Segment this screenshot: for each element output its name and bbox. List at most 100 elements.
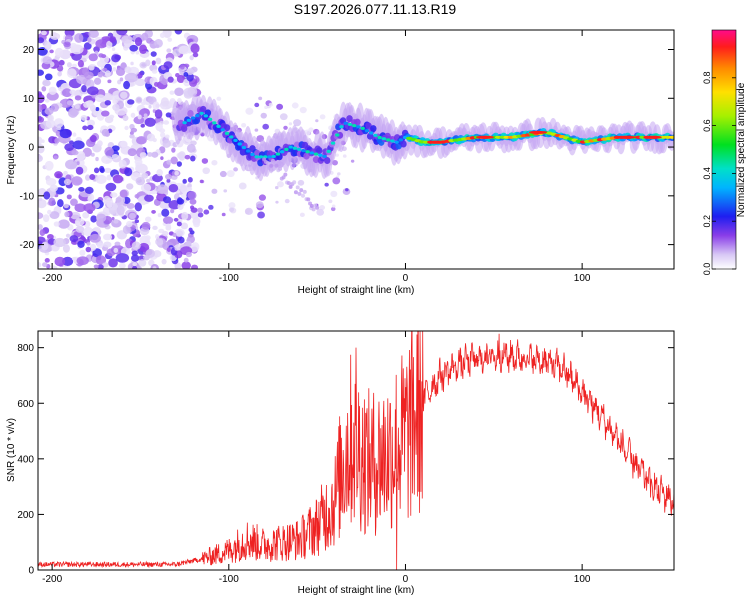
ridge-core [279, 150, 285, 154]
noise-blob [141, 200, 146, 206]
noise-blob [137, 114, 142, 120]
noise-blob [110, 192, 118, 198]
noise-blob [104, 146, 114, 157]
noise-blob [85, 174, 91, 181]
noise-blob [151, 60, 156, 66]
noise-blob [134, 37, 143, 47]
noise-blob [76, 151, 86, 161]
noise-blob [176, 198, 185, 205]
noise-blob [98, 53, 104, 58]
noise-blob [61, 88, 72, 98]
noise-blob [88, 53, 98, 62]
noise-blob [264, 105, 268, 110]
ridge-core [668, 135, 674, 139]
ridge-core [398, 138, 404, 142]
noise-blob [46, 233, 54, 240]
noise-blob [155, 57, 162, 65]
noise-blob [38, 262, 42, 268]
noise-blob [174, 246, 180, 251]
noise-blob [81, 85, 87, 93]
noise-blob [203, 209, 210, 215]
noise-blob [70, 42, 77, 48]
ridge-cell [324, 156, 331, 164]
noise-blob [208, 204, 214, 210]
noise-blob [161, 77, 168, 86]
noise-blob [319, 204, 326, 211]
ridge-core [186, 118, 192, 122]
noise-blob [119, 77, 124, 82]
ridge-core [224, 131, 230, 136]
noise-blob [202, 167, 210, 175]
noise-blob [38, 155, 42, 160]
noise-blob [156, 169, 163, 177]
noise-blob [54, 137, 60, 144]
noise-blob [177, 203, 184, 211]
ridge-cell [223, 124, 231, 132]
noise-blob [76, 256, 89, 266]
noise-blob [241, 122, 247, 128]
noise-blob [284, 198, 290, 204]
snr-xtick-label: 100 [574, 574, 591, 585]
noise-blob [47, 209, 52, 215]
ridge-core [195, 114, 200, 118]
noise-blob [111, 54, 121, 63]
noise-blob [95, 255, 107, 266]
noise-blob [175, 230, 183, 237]
noise-blob [175, 72, 180, 78]
noise-blob [74, 103, 80, 110]
noise-blob [295, 185, 300, 190]
ridge-core [229, 135, 234, 139]
noise-blob [190, 43, 200, 54]
noise-blob [45, 98, 50, 103]
noise-blob [150, 51, 157, 57]
noise-blob [57, 199, 64, 208]
noise-blob [74, 203, 86, 213]
noise-blob [108, 258, 118, 268]
noise-blob [155, 44, 160, 49]
noise-blob [182, 178, 187, 184]
ridge-core [390, 139, 395, 143]
noise-blob [350, 159, 355, 163]
noise-blob [88, 64, 95, 71]
noise-blob [66, 68, 77, 79]
noise-blob [275, 200, 279, 204]
noise-blob [254, 102, 260, 108]
ridge-cell [187, 110, 194, 118]
noise-blob [74, 33, 84, 43]
spectrogram-ytick-label: -20 [20, 240, 35, 251]
ridge-core [364, 129, 370, 133]
noise-blob [58, 86, 64, 92]
noise-blob [46, 91, 59, 101]
noise-blob [57, 219, 70, 229]
noise-blob [223, 189, 228, 193]
noise-blob [309, 204, 314, 209]
noise-blob [99, 167, 105, 174]
ridge-core [373, 133, 378, 137]
noise-blob [111, 145, 120, 152]
noise-blob [44, 107, 54, 115]
noise-blob [107, 79, 112, 84]
noise-blob [155, 234, 160, 240]
spectrogram-ytick-label: -10 [20, 191, 35, 202]
noise-blob [75, 166, 84, 175]
noise-blob [45, 119, 56, 129]
noise-blob [283, 125, 288, 130]
noise-blob [58, 59, 65, 66]
noise-blob [163, 120, 170, 125]
spectrogram-xtick-label: -200 [42, 273, 62, 284]
noise-blob [185, 241, 192, 247]
ridge-core [216, 124, 221, 128]
noise-blob [319, 114, 326, 120]
noise-blob [95, 174, 107, 185]
noise-blob [93, 77, 102, 85]
spectrogram-heatmap [38, 30, 674, 269]
noise-blob [170, 156, 178, 165]
noise-blob [292, 180, 297, 185]
noise-blob [228, 202, 236, 209]
noise-blob [104, 167, 112, 174]
noise-blob [134, 158, 143, 166]
noise-blob [72, 140, 85, 150]
ridge-cell [346, 115, 353, 123]
colorbar-tick-label: 0.4 [702, 167, 712, 180]
noise-blob [335, 153, 339, 157]
